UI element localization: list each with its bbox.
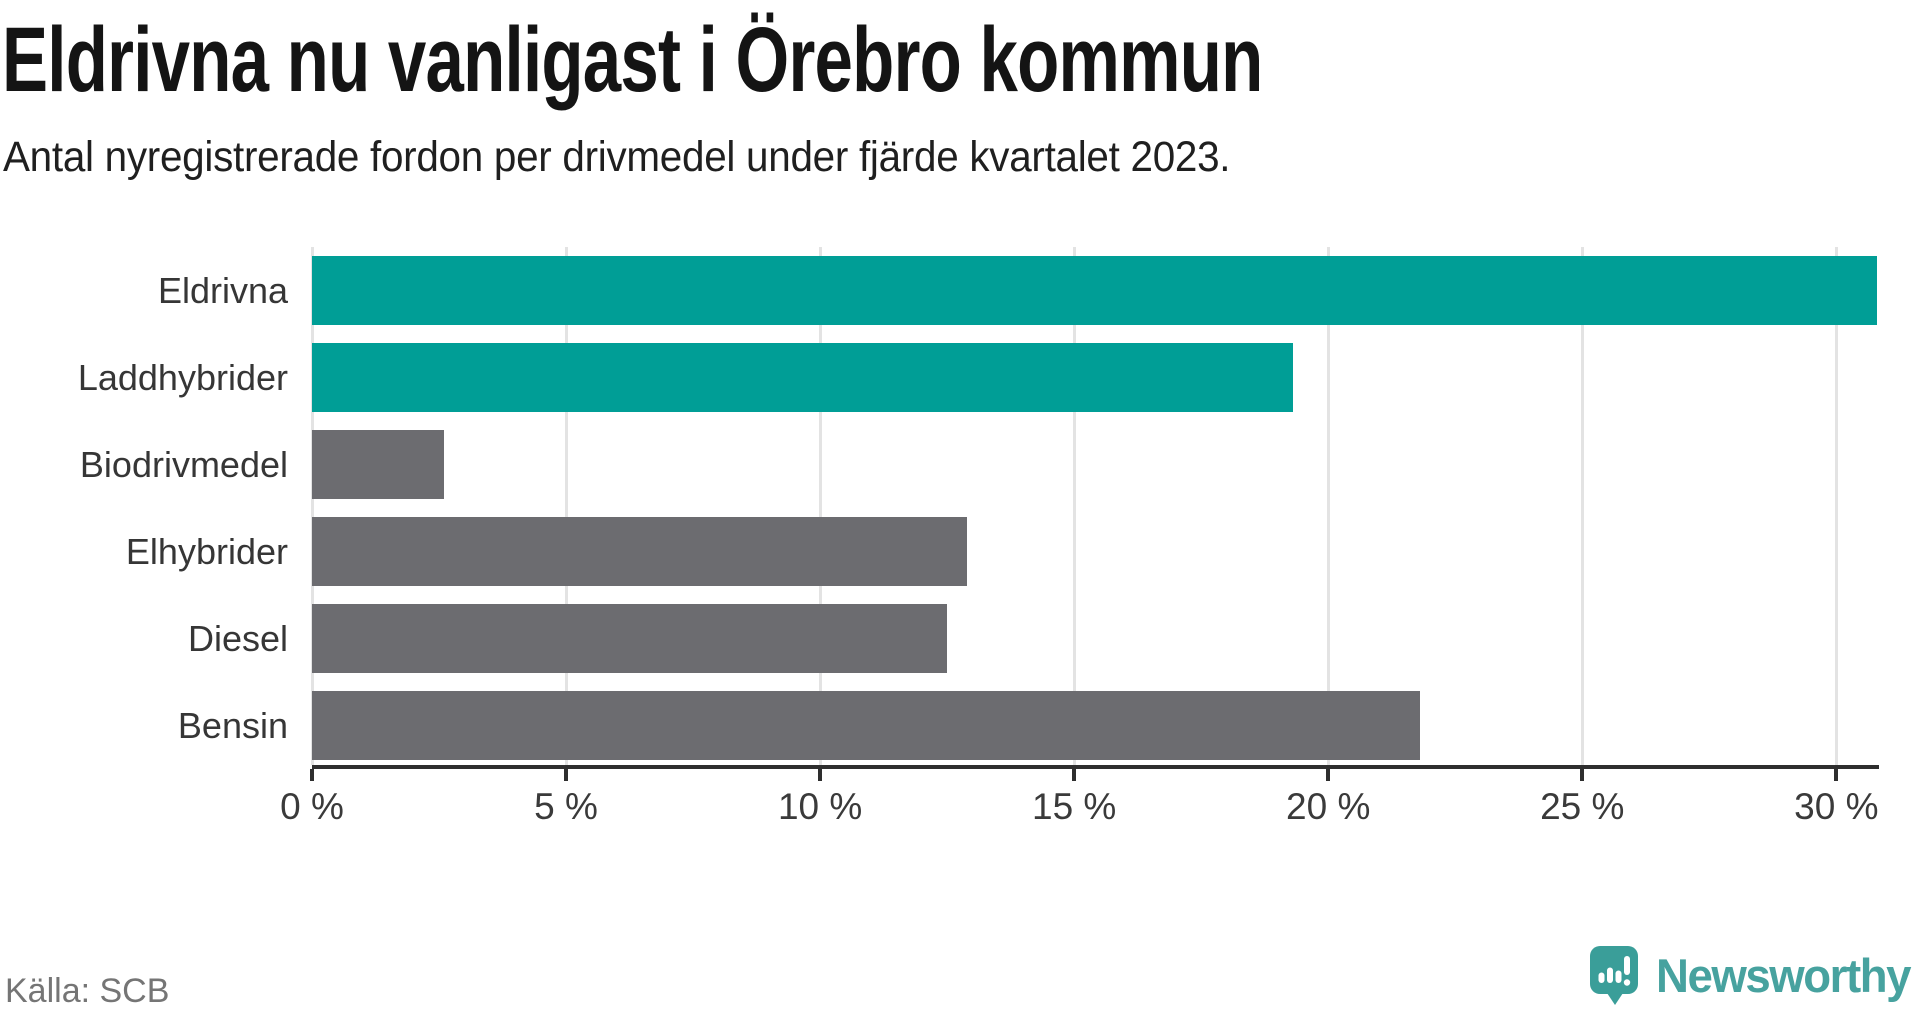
category-label: Diesel (187, 617, 288, 659)
bar-row-elhybrider: Elhybrider (0, 517, 1920, 586)
x-tick-label-15: 15 % (1032, 786, 1117, 827)
bar-diesel (312, 604, 948, 673)
category-label: Eldrivna (157, 269, 288, 311)
x-tick-mark-10 (818, 769, 823, 781)
x-tick-label-0: 0 % (280, 786, 344, 827)
page-title: Eldrivna nu vanligast i Örebro kommun (2, 9, 1263, 111)
x-tick-label-20: 20 % (1286, 786, 1371, 827)
bar-row-bensin: Bensin (0, 691, 1920, 760)
category-label: Laddhybrider (77, 356, 288, 398)
category-label: Bensin (177, 704, 288, 746)
x-axis-line (312, 765, 1879, 769)
x-tick-label-30: 30 % (1794, 786, 1879, 827)
bar-eldrivna (312, 256, 1877, 325)
x-tick-label-5: 5 % (534, 786, 598, 827)
gridline-15 (1072, 247, 1076, 765)
x-tick-mark-15 (1072, 769, 1077, 781)
bar-biodrivmedel (312, 430, 445, 499)
gridline-20 (1326, 247, 1330, 765)
gridline-30 (1834, 247, 1838, 765)
bar-elhybrider (312, 517, 968, 586)
x-tick-mark-0 (310, 769, 314, 781)
chart-subtitle: Antal nyregistrerade fordon per drivmede… (3, 133, 1231, 181)
category-label: Elhybrider (125, 530, 288, 572)
bar-row-diesel: Diesel (0, 604, 1920, 673)
gridline-10 (818, 247, 822, 765)
gridline-0 (310, 247, 314, 765)
bar-laddhybrider (312, 343, 1293, 412)
newsworthy-logo-icon (1590, 946, 1639, 1005)
gridline-5 (564, 247, 568, 765)
category-label: Biodrivmedel (79, 443, 288, 485)
bar-row-biodrivmedel: Biodrivmedel (0, 430, 1920, 499)
bar-bensin (312, 691, 1420, 760)
x-tick-label-10: 10 % (777, 786, 863, 827)
x-tick-mark-25 (1580, 769, 1585, 781)
gridline-25 (1580, 247, 1584, 765)
brand-name: Newsworthy (1656, 948, 1911, 1002)
x-tick-mark-30 (1834, 769, 1839, 781)
brand-footer: Newsworthy (1588, 944, 1918, 1006)
bar-row-laddhybrider: Laddhybrider (0, 343, 1920, 412)
x-tick-label-25: 25 % (1540, 786, 1625, 827)
bar-row-eldrivna: Eldrivna (0, 256, 1920, 325)
x-tick-mark-20 (1326, 769, 1331, 781)
source-note: Källa: SCB (5, 972, 170, 1010)
x-tick-mark-5 (564, 769, 569, 781)
